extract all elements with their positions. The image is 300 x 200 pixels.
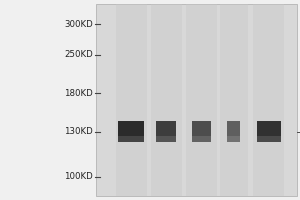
Text: 180KD: 180KD bbox=[64, 89, 93, 98]
Bar bbox=[257, 121, 281, 142]
Bar bbox=[118, 121, 144, 142]
Bar bbox=[193, 136, 211, 142]
Text: 130KD: 130KD bbox=[64, 127, 93, 136]
Text: 100KD: 100KD bbox=[64, 172, 93, 181]
Bar bbox=[151, 4, 182, 196]
Bar bbox=[96, 4, 297, 196]
Bar bbox=[227, 121, 240, 142]
Bar bbox=[156, 136, 176, 142]
Bar bbox=[253, 4, 284, 196]
Bar bbox=[186, 4, 217, 196]
Bar bbox=[193, 121, 211, 142]
Text: 300KD: 300KD bbox=[64, 20, 93, 29]
Bar bbox=[257, 136, 281, 142]
Bar bbox=[116, 4, 147, 196]
Text: 250KD: 250KD bbox=[64, 50, 93, 59]
Bar bbox=[118, 136, 144, 142]
Bar bbox=[227, 136, 240, 142]
Bar bbox=[156, 121, 176, 142]
Bar bbox=[220, 4, 248, 196]
